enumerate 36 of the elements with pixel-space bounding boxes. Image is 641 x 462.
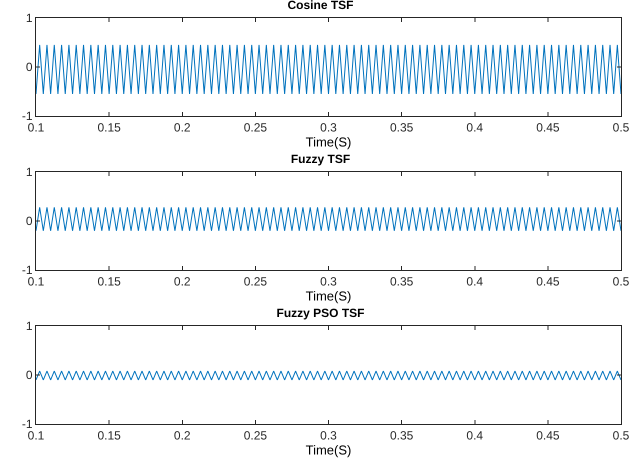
y-tick-label: 1: [26, 165, 33, 180]
x-tick-label: 0.15: [97, 274, 122, 288]
x-tick-label: 0.5: [612, 120, 630, 134]
x-tick-label: 0.35: [390, 274, 414, 288]
chart-title: Fuzzy TSF: [290, 152, 350, 166]
chart-title: Cosine TSF: [287, 0, 354, 12]
x-tick-label: 0.25: [244, 120, 268, 134]
y-tick-label: 1: [26, 11, 33, 26]
x-tick-label: 0.25: [244, 274, 268, 288]
x-tick-label: 0.5: [612, 274, 630, 288]
x-axis-title: Time(S): [306, 442, 352, 458]
x-tick-label: 0.45: [536, 120, 560, 134]
x-tick-label: 0.4: [466, 428, 484, 442]
y-tick-label: 0: [26, 368, 33, 382]
x-tick-label: 0.3: [320, 274, 338, 288]
x-tick-label: 0.15: [97, 120, 122, 134]
x-tick-label: 0.3: [320, 120, 338, 134]
y-tick-label: 1: [26, 319, 33, 334]
chart-title: Fuzzy PSO TSF: [276, 306, 365, 320]
x-tick-label: 0.4: [466, 274, 484, 288]
y-tick-label: 0: [26, 214, 33, 228]
x-tick-label: 0.5: [612, 428, 630, 442]
x-axis-title: Time(S): [306, 134, 352, 150]
x-tick-label: 0.2: [174, 428, 191, 442]
x-tick-label: 0.15: [97, 428, 122, 442]
x-tick-label: 0.4: [466, 120, 484, 134]
x-tick-label: 0.2: [174, 120, 191, 134]
x-tick-label: 0.2: [174, 274, 191, 288]
x-tick-label: 0.25: [244, 428, 268, 442]
x-axis-title: Time(S): [306, 288, 352, 304]
x-tick-label: 0.35: [390, 120, 414, 134]
y-tick-label: 0: [26, 60, 33, 74]
x-tick-label: 0.35: [390, 428, 414, 442]
x-tick-label: 0.45: [536, 428, 560, 442]
x-tick-label: 0.45: [536, 274, 560, 288]
x-tick-label: 0.3: [320, 428, 338, 442]
